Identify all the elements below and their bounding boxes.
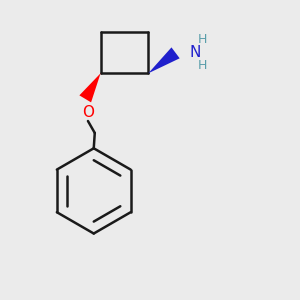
Text: O: O [82,105,94,120]
Text: H: H [198,59,207,72]
Text: H: H [198,33,207,46]
Polygon shape [80,73,100,102]
Polygon shape [148,47,180,73]
Text: N: N [189,45,201,60]
